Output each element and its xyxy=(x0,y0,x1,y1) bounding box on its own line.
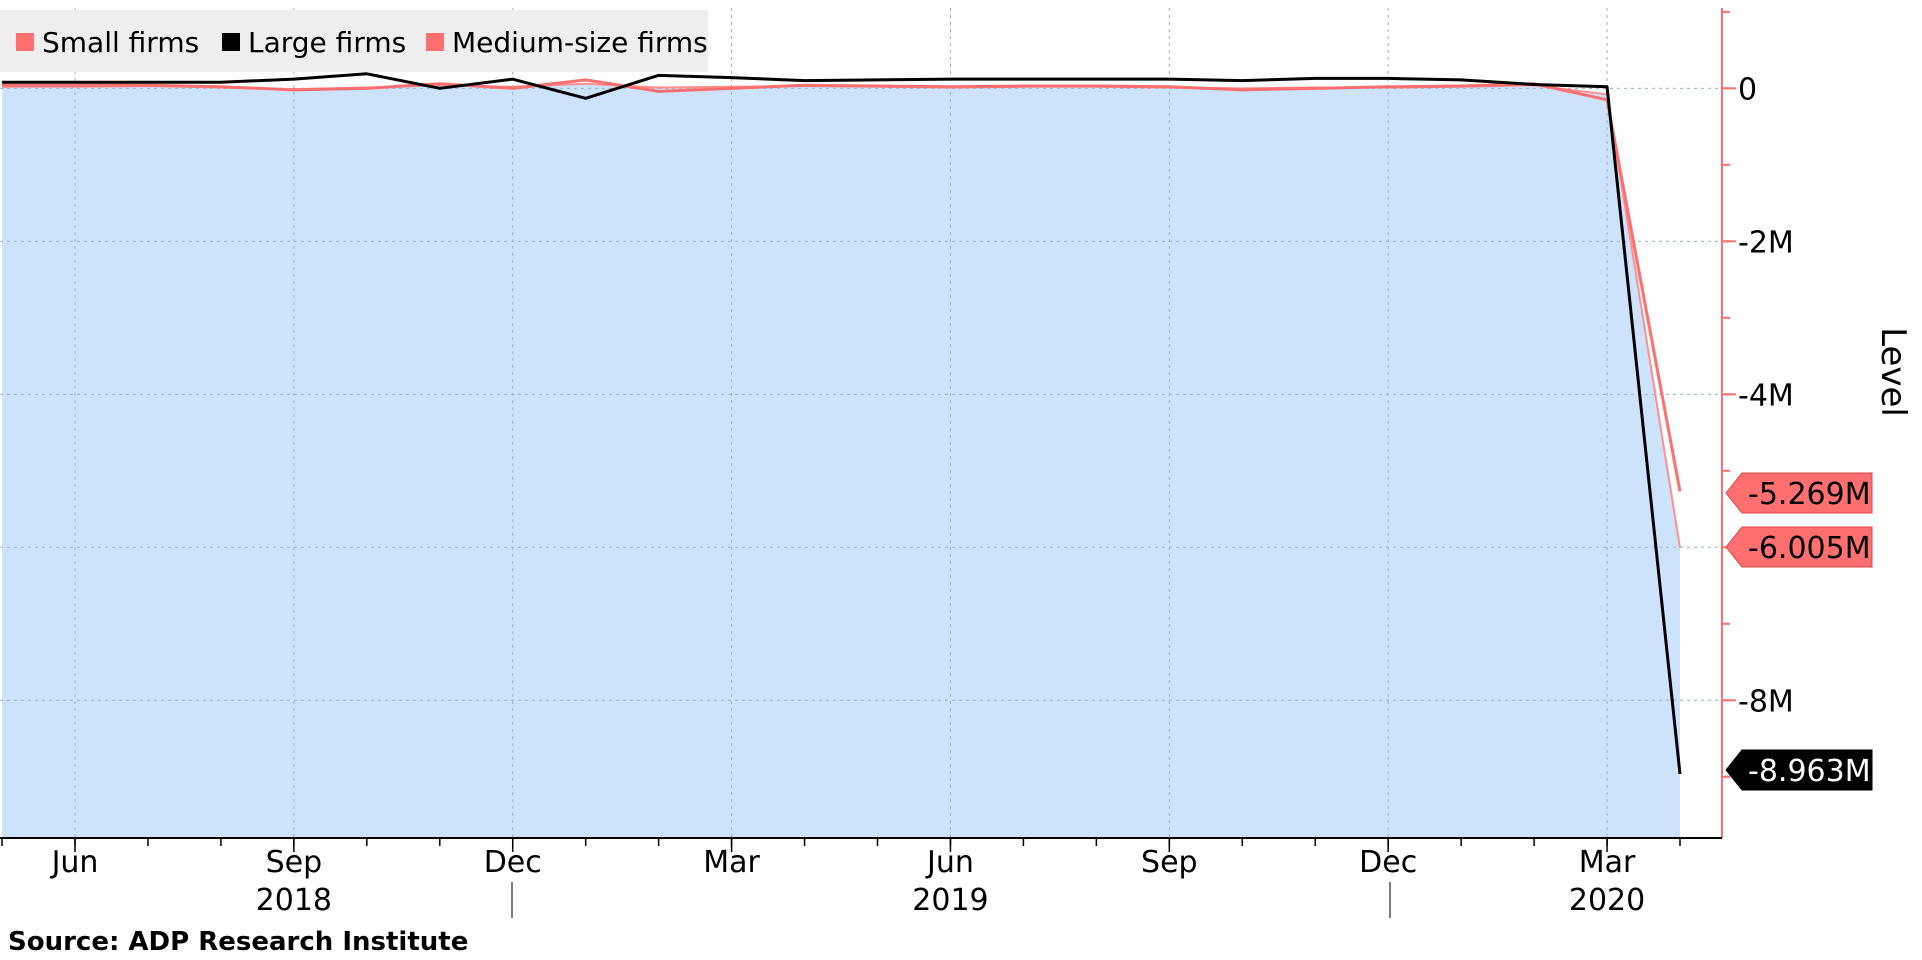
grid-layer xyxy=(0,8,1720,838)
legend-swatch xyxy=(222,33,240,51)
y-tick-label: -8M xyxy=(1738,684,1794,719)
x-year-label: 2018 xyxy=(256,883,332,918)
area-layer xyxy=(2,83,1681,838)
x-tick-label: Dec xyxy=(1359,845,1417,880)
end-value-tag xyxy=(1725,526,1873,568)
series-layer xyxy=(2,72,1682,775)
end-value-label: -6.005M xyxy=(1748,531,1871,566)
y-axis-label: Level xyxy=(1873,327,1913,417)
end-value-tag xyxy=(1725,472,1873,514)
legend-swatch xyxy=(16,33,34,51)
x-tick-label: Sep xyxy=(266,845,323,880)
x-tick-label: Mar xyxy=(1579,845,1636,880)
x-tick-label: Jun xyxy=(925,845,974,880)
source-note: Source: ADP Research Institute xyxy=(8,927,468,957)
end-value-label: -5.269M xyxy=(1748,477,1871,512)
y-tick-label: -2M xyxy=(1738,225,1794,260)
legend-swatch xyxy=(426,33,444,51)
legend-label: Small firms xyxy=(42,26,199,59)
y-tick-label: -4M xyxy=(1738,378,1794,413)
series-line-large-firms xyxy=(2,72,1682,775)
legend-label: Large firms xyxy=(248,26,406,59)
end-value-tag xyxy=(1725,749,1873,791)
end-value-label: -8.963M xyxy=(1748,754,1871,789)
series-line-small-firms xyxy=(2,78,1682,492)
legend-label: Medium-size firms xyxy=(452,26,708,59)
x-year-label: 2019 xyxy=(912,883,988,918)
x-tick-label: Mar xyxy=(703,845,760,880)
area-fill xyxy=(2,83,1681,838)
x-tick-label: Dec xyxy=(484,845,542,880)
x-year-label: 2020 xyxy=(1569,883,1645,918)
x-tick-label: Sep xyxy=(1141,845,1198,880)
legend: Small firms Large firms Medium-size firms xyxy=(0,10,708,72)
legend-box xyxy=(0,10,708,72)
y-tick-label: 0 xyxy=(1738,72,1757,107)
x-tick-label: Jun xyxy=(50,845,99,880)
